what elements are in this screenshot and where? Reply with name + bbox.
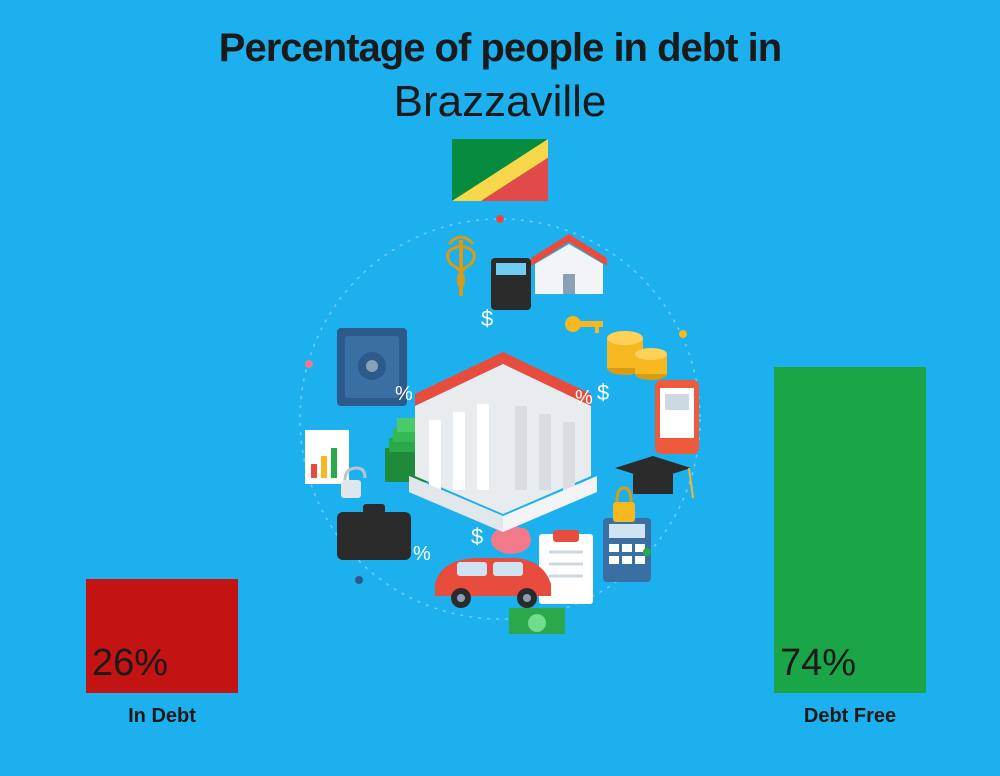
bar-in-debt-label: In Debt (86, 705, 238, 728)
congo-flag-icon (452, 139, 548, 201)
bar-in-debt: 26% In Debt (86, 579, 238, 728)
bar-debt-free-label: Debt Free (774, 705, 926, 728)
page-title: Percentage of people in debt in (0, 0, 1000, 71)
bar-in-debt-rect: 26% (86, 579, 238, 693)
bar-debt-free-value: 74% (774, 642, 926, 693)
bar-debt-free: 74% Debt Free (774, 367, 926, 728)
page-subtitle: Brazzaville (0, 77, 1000, 127)
bar-debt-free-rect: 74% (774, 367, 926, 693)
bar-in-debt-value: 26% (86, 642, 238, 693)
bar-chart: 26% In Debt 74% Debt Free (0, 248, 1000, 728)
infographic-canvas: Percentage of people in debt in Brazzavi… (0, 0, 1000, 776)
